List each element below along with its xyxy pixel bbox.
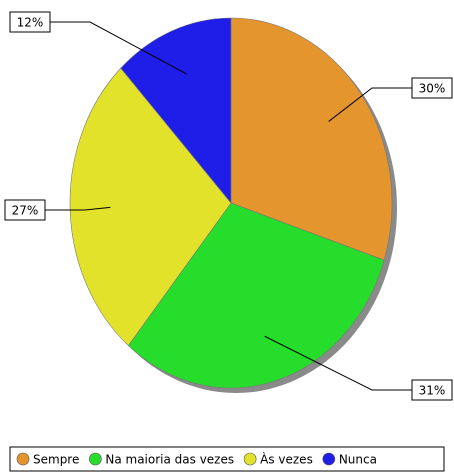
pie-slice bbox=[230, 17, 393, 261]
legend-swatch bbox=[322, 452, 336, 466]
legend: Sempre Na maioria das vezes Às vezes Nunca bbox=[16, 452, 377, 467]
leader-line bbox=[328, 87, 412, 122]
pie-slice bbox=[120, 17, 232, 204]
leader-line bbox=[45, 206, 111, 211]
label-box bbox=[411, 379, 453, 401]
pie-slice bbox=[69, 67, 232, 346]
legend-swatch bbox=[16, 452, 30, 466]
label-box bbox=[411, 77, 453, 99]
legend-box bbox=[9, 446, 445, 472]
legend-swatch bbox=[89, 452, 102, 466]
data-label: 12% bbox=[17, 16, 44, 30]
pie-slice bbox=[127, 202, 385, 389]
legend-label: Na maioria das vezes bbox=[105, 453, 234, 467]
pie bbox=[69, 17, 397, 393]
label-box bbox=[4, 199, 46, 221]
legend-label: Sempre bbox=[33, 453, 79, 467]
data-label: 27% bbox=[12, 204, 39, 218]
label-box bbox=[9, 11, 51, 33]
leader-line bbox=[264, 335, 412, 391]
leader-line bbox=[50, 21, 187, 75]
legend-label: Às vezes bbox=[260, 452, 313, 467]
legend-label: Nunca bbox=[339, 453, 377, 467]
data-label: 31% bbox=[419, 384, 446, 398]
data-label: 30% bbox=[419, 82, 446, 96]
legend-swatch bbox=[243, 452, 257, 466]
